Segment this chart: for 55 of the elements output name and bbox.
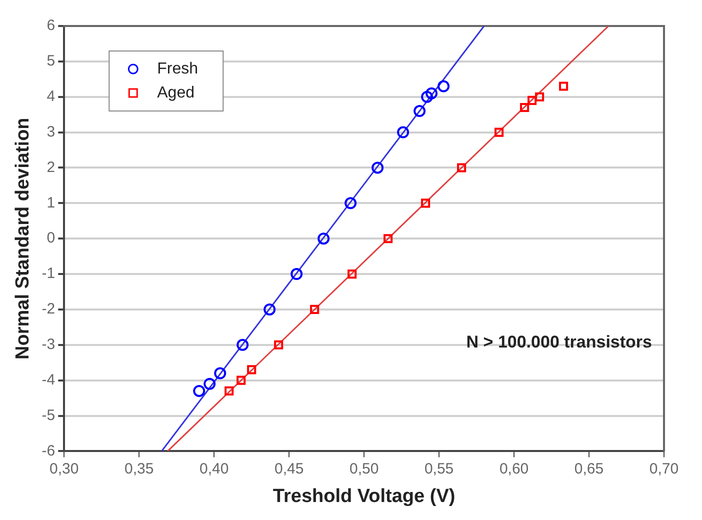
- y-tick-label: 6: [46, 17, 56, 34]
- x-tick-label: 0,65: [574, 460, 604, 478]
- y-tick-label: 4: [46, 88, 56, 106]
- x-tick-label: 0,55: [424, 460, 454, 478]
- point: [318, 232, 330, 245]
- legend-label: Aged: [157, 84, 195, 102]
- point: [247, 365, 256, 374]
- y-tick-label: 5: [46, 52, 56, 70]
- point: [290, 268, 303, 280]
- point: [236, 338, 249, 351]
- point: [457, 163, 466, 172]
- point: [421, 198, 430, 208]
- annotation: N > 100.000 transistors: [466, 332, 652, 352]
- point: [421, 90, 434, 103]
- y-tick-label: 0: [46, 230, 56, 247]
- x-tick-label: 0,70: [649, 460, 679, 478]
- point: [558, 82, 568, 91]
- x-tick-label: 0,50: [349, 460, 379, 478]
- point: [264, 303, 276, 316]
- y-tick-label: 1: [46, 194, 56, 212]
- x-tick-label: 0,35: [124, 460, 154, 478]
- point: [426, 87, 438, 100]
- point: [310, 304, 320, 314]
- point: [438, 80, 450, 92]
- y-tick-label: -2: [42, 300, 56, 318]
- point: [527, 96, 537, 105]
- point: [494, 128, 504, 137]
- y-axis-title: Normal Standard deviation: [12, 118, 34, 360]
- y-tick-label: -4: [42, 371, 56, 388]
- y-tick-label: -5: [42, 406, 56, 424]
- y-tick-label: -6: [42, 442, 56, 460]
- x-tick-label: 0,40: [200, 460, 229, 478]
- point: [520, 102, 530, 112]
- point: [397, 126, 410, 138]
- x-tick-label: 0,30: [50, 460, 79, 478]
- y-tick-label: 3: [46, 123, 56, 140]
- point: [193, 384, 206, 397]
- legend-label: Fresh: [157, 60, 198, 78]
- point: [274, 340, 284, 350]
- y-tick-label: 2: [46, 158, 56, 176]
- point: [236, 376, 246, 385]
- point: [414, 105, 426, 118]
- point: [348, 270, 357, 279]
- point: [344, 197, 357, 210]
- x-tick-label: 0,60: [499, 460, 529, 478]
- x-tick-label: 0,45: [274, 460, 304, 478]
- y-tick-label: -3: [42, 336, 56, 354]
- point: [214, 367, 226, 380]
- point: [372, 162, 384, 174]
- point: [534, 92, 544, 102]
- point: [224, 386, 234, 396]
- point: [384, 234, 393, 244]
- x-axis-title: Treshold Voltage (V): [272, 486, 456, 507]
- y-tick-label: -1: [42, 265, 56, 282]
- point: [204, 378, 216, 390]
